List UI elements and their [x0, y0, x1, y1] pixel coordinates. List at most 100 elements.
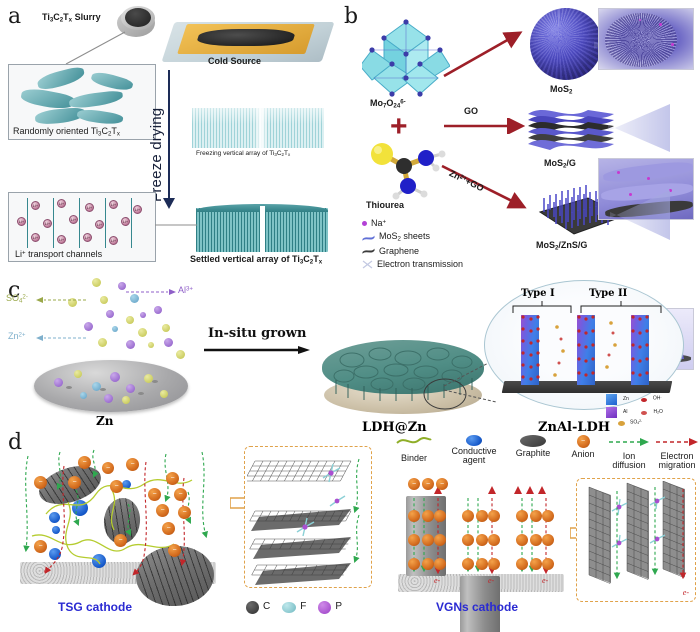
- zn-label: Zn: [96, 414, 114, 428]
- anion: −: [178, 506, 191, 519]
- freezing-array-image: [192, 108, 324, 148]
- type-brackets: [512, 301, 662, 313]
- ldh-zn-structure: [318, 336, 488, 420]
- anion: [434, 534, 446, 546]
- anion: −: [422, 478, 434, 490]
- li-ion: Li+: [109, 236, 118, 245]
- legend-label: C: [263, 601, 271, 613]
- anion-icon: −: [576, 435, 590, 448]
- vgn-pillar: [460, 576, 500, 632]
- mos2-sheet-icon: [362, 235, 375, 241]
- anion: −: [34, 540, 47, 553]
- anion: [488, 558, 500, 570]
- li-ion: Li+: [17, 217, 26, 226]
- zn-dashed-arrow: [36, 335, 86, 341]
- legend-item-graphene: Graphene: [362, 246, 492, 256]
- zn-swatch-icon: [606, 394, 617, 405]
- legend-label: F: [300, 601, 307, 613]
- settled-array-label: Settled vertical array of Ti3C2Tx: [190, 254, 323, 266]
- anion: [530, 534, 542, 546]
- anion: [462, 510, 474, 522]
- vgns-cathode-label: VGNs cathode: [436, 600, 519, 614]
- polyoxometalate-cluster: [359, 18, 451, 100]
- anion: −: [174, 488, 187, 501]
- anion: [488, 510, 500, 522]
- tsg-cathode-label: TSG cathode: [58, 600, 133, 614]
- type-ii-label: Type II: [589, 288, 628, 299]
- legend-label: P: [335, 601, 343, 613]
- anion: −: [68, 476, 81, 489]
- ion-ball: [138, 328, 147, 337]
- graphite-icon: [520, 435, 546, 447]
- ldh-column: [631, 315, 649, 385]
- al-dashed-arrow: [126, 289, 176, 295]
- legend-label: OH-: [652, 395, 662, 402]
- electron-transmission-icon: [362, 260, 373, 269]
- anion: [434, 558, 446, 570]
- panel-c: c SO42-: [0, 268, 700, 438]
- znal-ldh-legend: Zn OH- Al H2O SO42-: [606, 394, 698, 426]
- panel-c-letter: c: [8, 278, 21, 303]
- fluorine-atom-icon: [282, 601, 297, 613]
- anion: [542, 534, 554, 546]
- ldh-zoom-circle: [423, 378, 467, 410]
- cond-agent-icon: [466, 435, 482, 446]
- freezing-array-label: Freezing vertical array of Ti3C2Tx: [196, 150, 291, 157]
- in-situ-grown-arrow: [204, 346, 310, 354]
- zn-disc-ions: [34, 360, 188, 412]
- electron-label: e-: [542, 576, 549, 585]
- freeze-drying-arrow: [168, 70, 170, 202]
- anion: [408, 510, 420, 522]
- anion: [542, 558, 554, 570]
- anion: [462, 558, 474, 570]
- mos2-g-label: MoS2/G: [544, 158, 576, 170]
- anion: −: [156, 504, 169, 517]
- tsg-atomistic-panel: [244, 446, 372, 588]
- plus-symbol: +: [390, 110, 408, 143]
- conductive-agent-dot: [49, 512, 60, 523]
- anion: −: [78, 456, 91, 469]
- so4-dashed-arrow: [36, 297, 86, 303]
- ion-ball: [126, 340, 135, 349]
- binder-curve-icon: [396, 437, 432, 444]
- li-channels-box: Li+ Li+ Li+ Li+ Li+ Li+ Li+ Li+ Li+ Li+ …: [8, 192, 156, 262]
- li-channels-label: Li+ transport channels: [15, 248, 103, 259]
- anion: [530, 558, 542, 570]
- legend-item-graphite: Graphite: [508, 434, 558, 458]
- ion-ball: [112, 326, 118, 332]
- precursor-label: Mo7O246-: [370, 98, 406, 110]
- ion-ball: [118, 282, 126, 290]
- anion: −: [114, 534, 127, 547]
- ldh-column-atoms: [521, 315, 649, 381]
- vgns-cathode-schematic: − − −: [398, 474, 564, 632]
- anion: [516, 510, 528, 522]
- legend-label: Graphene: [379, 245, 420, 256]
- ion-ball: [68, 298, 77, 307]
- legend-label: MoS2 sheets: [379, 231, 430, 243]
- legend-item-electron-migration: Electron migration: [652, 434, 700, 471]
- conductive-agent-dot: [92, 554, 106, 568]
- ion-ball: [100, 296, 108, 304]
- carbon-atom-icon: [246, 600, 259, 614]
- legend-label: Electron migration: [658, 451, 696, 471]
- panel-a-letter: a: [8, 4, 22, 29]
- arrow-label-go: GO: [464, 106, 479, 116]
- so4-label: SO42-: [6, 293, 28, 305]
- mxene-flake: [90, 69, 134, 94]
- legend-label: H2O: [653, 408, 663, 415]
- ion-ball: [164, 338, 173, 347]
- legend-label: Na+: [371, 218, 387, 228]
- anion: −: [436, 478, 448, 490]
- panel-b-legend: Na+ MoS2 sheets Graphene Electron tr: [362, 218, 492, 269]
- ion-ball: [84, 322, 93, 331]
- thiourea-label: Thiourea: [366, 200, 405, 210]
- phosphorus-atom-icon: [318, 600, 332, 614]
- li-ion: Li+: [69, 215, 78, 224]
- legend-item-ion-diffusion: Ion diffusion: [606, 434, 652, 471]
- anion: −: [168, 544, 181, 557]
- sem-image-mos2g: [598, 158, 694, 220]
- anion: −: [34, 476, 47, 489]
- li-ion: Li+: [57, 199, 66, 208]
- vgns-atomistic-panel: e-: [576, 478, 696, 602]
